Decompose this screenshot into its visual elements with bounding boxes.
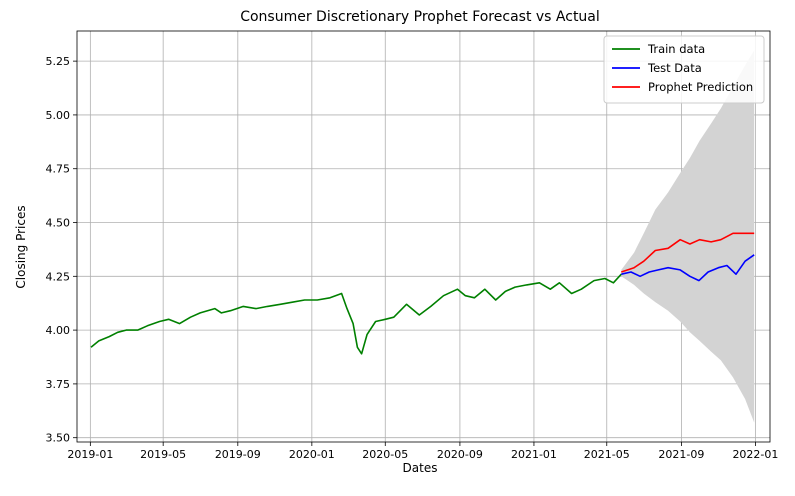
legend-label: Test Data bbox=[647, 61, 702, 75]
uncertainty-band bbox=[621, 50, 755, 423]
y-tick-label: 5.25 bbox=[46, 55, 71, 68]
x-tick-label: 2019-05 bbox=[140, 448, 186, 461]
x-tick-label: 2021-05 bbox=[584, 448, 630, 461]
uncertainty-band-layer bbox=[621, 50, 755, 423]
x-tick-label: 2020-01 bbox=[289, 448, 335, 461]
x-tick-label: 2021-09 bbox=[658, 448, 704, 461]
x-tick-label: 2022-01 bbox=[732, 448, 778, 461]
series-line-prophet-prediction bbox=[621, 232, 755, 273]
y-axis-label: Closing Prices bbox=[14, 205, 28, 288]
series-layer bbox=[90, 232, 755, 355]
y-tick-label: 3.50 bbox=[46, 432, 71, 445]
legend: Train data Test Data Prophet Prediction bbox=[603, 35, 765, 104]
y-tick-label: 3.75 bbox=[46, 378, 71, 391]
legend-label: Prophet Prediction bbox=[648, 80, 753, 94]
chart-title: Consumer Discretionary Prophet Forecast … bbox=[240, 9, 600, 25]
legend-box bbox=[603, 35, 765, 104]
y-tick-label: 5.00 bbox=[46, 109, 71, 122]
plot-frame bbox=[76, 30, 771, 443]
series-line-test-data bbox=[621, 254, 755, 282]
legend-label: Train data bbox=[647, 42, 705, 56]
y-tick-label: 4.75 bbox=[46, 163, 71, 176]
y-tick-label: 4.50 bbox=[46, 217, 71, 230]
x-tick-label: 2020-05 bbox=[362, 448, 408, 461]
x-tick-label: 2020-09 bbox=[437, 448, 483, 461]
series-line-train-data bbox=[90, 273, 622, 355]
x-tick-label: 2019-01 bbox=[67, 448, 113, 461]
y-tick-label: 4.00 bbox=[46, 324, 71, 337]
x-tick-label: 2021-01 bbox=[511, 448, 557, 461]
x-tick-label: 2019-09 bbox=[215, 448, 261, 461]
x-axis-label: Dates bbox=[403, 461, 438, 475]
y-tick-label: 4.25 bbox=[46, 270, 71, 283]
axis-ticks: 2019-01 2019-05 2019-09 2020-01 2020-05 2020-… bbox=[46, 55, 779, 461]
